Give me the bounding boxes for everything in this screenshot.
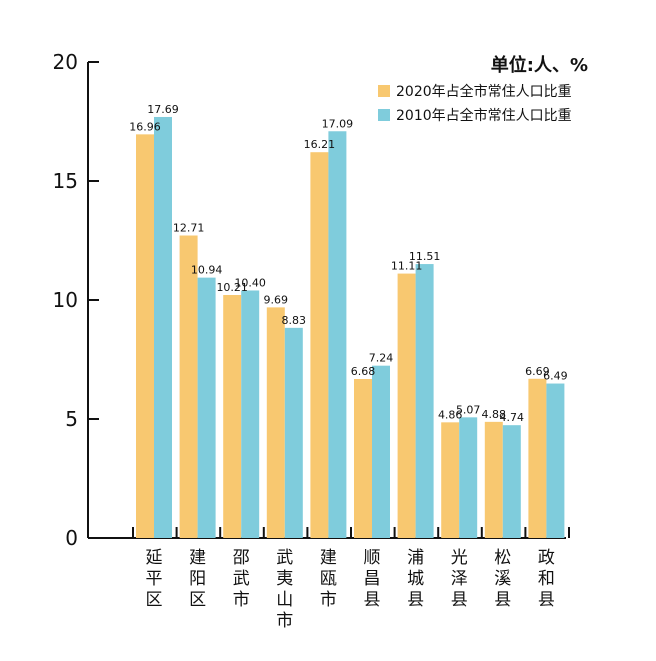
value-label-2010: 8.83	[282, 314, 307, 327]
y-tick-label: 5	[65, 407, 78, 431]
category-label: 延平区	[146, 548, 163, 610]
legend-swatch-2020	[378, 85, 390, 97]
category-label: 顺昌县	[364, 548, 381, 610]
value-label-2020: 6.68	[351, 365, 376, 378]
value-label-2010: 7.24	[369, 352, 394, 365]
category-label: 武夷山市	[276, 548, 293, 631]
bar-2020	[266, 307, 285, 538]
value-label-2020: 12.71	[173, 222, 205, 235]
bar-2010	[415, 264, 434, 538]
bar-2010	[502, 425, 521, 538]
legend-label-2020: 2020年占全市常住人口比重	[396, 83, 572, 100]
bar-2020	[528, 378, 547, 538]
category-label: 建阳区	[189, 548, 206, 610]
bar-2020	[354, 379, 372, 538]
value-label-2010: 10.94	[191, 264, 223, 277]
value-label-2020: 16.21	[304, 138, 336, 151]
value-label-2010: 17.69	[147, 103, 179, 116]
value-label-2020: 6.69	[525, 365, 550, 378]
bar-2010	[328, 131, 347, 538]
category-label: 浦城县	[407, 548, 424, 610]
unit-label: 单位:人、%	[491, 54, 588, 76]
value-label-2010: 10.40	[234, 276, 266, 289]
value-label-2020: 4.86	[438, 408, 463, 421]
value-label-2010: 17.09	[322, 117, 354, 130]
bar-2010	[284, 327, 303, 538]
bar-2020	[484, 421, 503, 538]
bar-2010	[197, 277, 216, 538]
bar-2010	[546, 383, 565, 538]
bar-2020	[136, 134, 154, 539]
bar-2020	[179, 235, 198, 538]
category-label: 政和县	[538, 548, 555, 610]
value-label-2020: 10.21	[216, 281, 248, 294]
y-tick-label: 0	[65, 526, 78, 550]
chart-bars	[136, 116, 565, 539]
bar-2020	[223, 295, 242, 538]
value-label-2020: 9.69	[264, 293, 289, 306]
bar-2020	[441, 422, 460, 538]
bar-2020	[310, 152, 329, 538]
value-label-2020: 16.96	[129, 120, 161, 133]
bar-2010	[459, 417, 478, 538]
value-label-2010: 6.49	[543, 370, 568, 383]
legend: 单位:人、% 2020年占全市常住人口比重 2010年占全市常住人口比重	[378, 54, 588, 124]
y-tick-label: 20	[53, 50, 78, 74]
category-label: 建瓯市	[320, 548, 337, 610]
bar-2010	[154, 116, 172, 538]
bar-2010	[241, 290, 260, 538]
y-tick-label: 10	[53, 288, 78, 312]
category-label: 光泽县	[451, 548, 468, 610]
value-label-2010: 5.07	[456, 403, 481, 416]
bar-2010	[372, 365, 390, 538]
y-tick-label: 15	[53, 169, 78, 193]
legend-label-2010: 2010年占全市常住人口比重	[396, 107, 572, 124]
value-label-2020: 11.11	[391, 260, 423, 273]
value-label-2010: 4.74	[500, 411, 525, 424]
category-label: 松溪县	[494, 548, 511, 610]
value-label-2020: 4.88	[482, 408, 507, 421]
legend-swatch-2010	[378, 109, 390, 121]
category-label: 邵武市	[233, 548, 250, 610]
bar-2020	[397, 273, 416, 538]
category-labels: 延平区 建阳区 邵武市 武夷山市 建瓯市 顺昌县 浦城县 光泽县 松溪县 政和县	[146, 548, 555, 631]
value-label-2010: 11.51	[409, 250, 441, 263]
